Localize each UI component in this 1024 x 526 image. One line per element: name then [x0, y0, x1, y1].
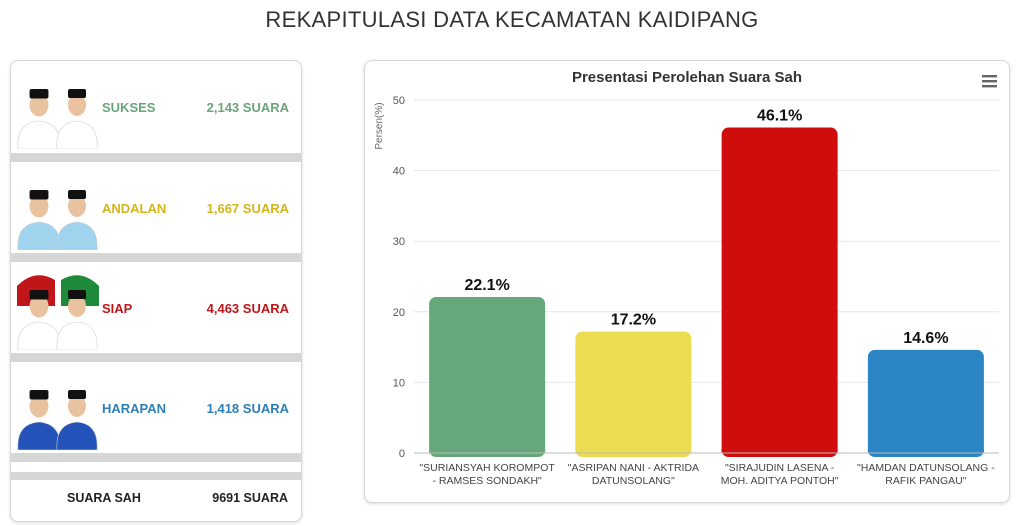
bar-chart-svg: Presentasi Perolehan Suara Sah Persen(%) 0… — [374, 69, 999, 487]
y-tick-label: 10 — [393, 377, 405, 389]
hamburger-menu-icon[interactable] — [982, 75, 997, 88]
total-label: SUARA SAH — [67, 491, 141, 505]
x-tick-label: RAFIK PANGAU" — [885, 475, 966, 487]
candidate-name: SUKSES — [102, 99, 156, 115]
vote-summary-panel: SUARA SAH 9691 SUARA SUKSES 2,143 SUARA A… — [10, 60, 302, 522]
candidate-name: HARAPAN — [102, 400, 167, 416]
bar — [429, 296, 546, 457]
total-valid-votes-row: SUARA SAH 9691 SUARA — [11, 484, 301, 512]
bar — [575, 331, 692, 457]
y-tick-label: 0 — [399, 448, 405, 460]
row-divider — [11, 353, 301, 362]
x-tick-label: "SIRAJUDIN LASENA - — [725, 462, 835, 474]
page-title: REKAPITULASI DATA KECAMATAN KAIDIPANG — [265, 7, 759, 32]
data-label: 22.1% — [464, 277, 509, 294]
bar-base — [867, 449, 984, 453]
y-tick-label: 20 — [393, 307, 405, 319]
x-tick-label: "ASRIPAN NANI - AKTRIDA — [568, 462, 699, 474]
data-label: 14.6% — [903, 330, 948, 347]
x-tick-label: MOH. ADITYA PONTOH" — [721, 475, 839, 487]
candidate-row-siap: SIAP 4,463 SUARA — [11, 262, 301, 354]
bar — [721, 127, 838, 457]
y-tick-label: 30 — [393, 236, 405, 248]
bar-base — [429, 449, 546, 453]
candidate-row-andalan: ANDALAN 1,667 SUARA — [11, 162, 301, 254]
candidate-votes: 2,143 SUARA — [206, 99, 289, 115]
data-label: 46.1% — [757, 108, 802, 125]
candidate-votes: 1,418 SUARA — [206, 400, 289, 416]
bar — [867, 349, 984, 457]
row-divider — [11, 153, 301, 162]
row-divider — [11, 453, 301, 462]
y-axis-label: Persen(%) — [374, 102, 385, 149]
candidate-pair-photo — [17, 275, 99, 350]
candidate-photo — [15, 366, 101, 450]
candidate-pair-photo — [17, 89, 98, 149]
y-tick-label: 50 — [393, 95, 405, 107]
candidate-photo — [15, 65, 101, 149]
candidate-name: SIAP — [102, 300, 133, 316]
candidate-photo — [15, 266, 101, 350]
bar-base — [575, 449, 692, 453]
x-tick-label: - RAMSES SONDAKH" — [432, 475, 542, 487]
x-tick-label: DATUNSOLANG" — [592, 475, 675, 487]
candidate-votes: 4,463 SUARA — [206, 300, 289, 316]
candidate-row-harapan: HARAPAN 1,418 SUARA — [11, 362, 301, 454]
candidate-pair-photo — [17, 390, 98, 450]
candidate-votes: 1,667 SUARA — [206, 200, 289, 216]
row-divider — [11, 253, 301, 262]
bar-base — [721, 449, 838, 453]
candidate-name: ANDALAN — [102, 200, 167, 216]
x-tick-label: "SURIANSYAH KOROMPOT — [419, 462, 555, 474]
row-divider — [11, 472, 301, 480]
candidate-pair-photo — [17, 190, 98, 250]
candidate-row-sukses: SUKSES 2,143 SUARA — [11, 61, 301, 153]
data-label: 17.2% — [611, 312, 656, 329]
total-value: 9691 SUARA — [212, 491, 288, 505]
x-tick-label: "HAMDAN DATUNSOLANG - — [857, 462, 995, 474]
vote-percentage-chart: Presentasi Perolehan Suara Sah Persen(%) 0… — [364, 60, 1010, 503]
chart-title: Presentasi Perolehan Suara Sah — [572, 69, 802, 86]
candidate-photo — [15, 166, 101, 250]
y-tick-label: 40 — [393, 166, 405, 178]
